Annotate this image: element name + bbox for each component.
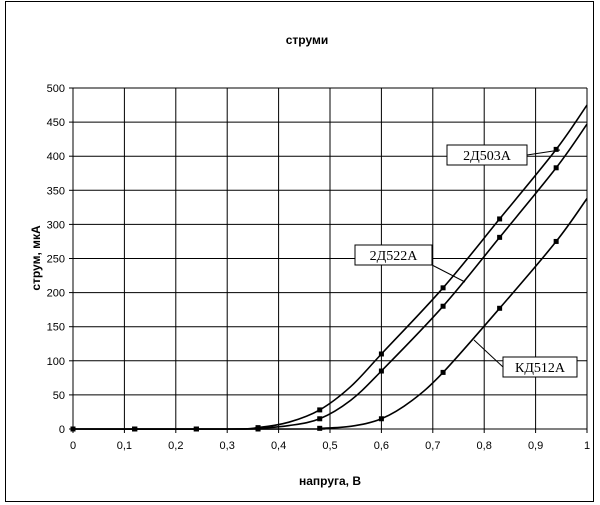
x-tick-label: 0,6 — [374, 440, 389, 452]
series-2 — [70, 123, 588, 432]
y-tick-label: 450 — [47, 117, 65, 129]
data-point — [317, 416, 323, 422]
leader-line — [473, 339, 504, 368]
x-tick-label: 0,2 — [168, 440, 183, 452]
label-box — [446, 144, 528, 166]
data-point — [440, 303, 446, 309]
data-point — [553, 165, 559, 171]
label-box — [354, 244, 433, 266]
chart-title: струми — [286, 33, 329, 47]
x-tick-label: 0,1 — [117, 440, 132, 452]
x-tick-label: 0,3 — [220, 440, 235, 452]
data-point — [440, 285, 446, 291]
data-point — [553, 238, 559, 244]
x-tick-label: 0,8 — [477, 440, 492, 452]
data-point — [553, 146, 559, 152]
x-tick-label: 0,5 — [322, 440, 337, 452]
y-tick-label: 200 — [47, 288, 65, 300]
data-point — [132, 426, 138, 432]
series-label-3: КД512А — [473, 339, 578, 378]
label-text: КД512А — [515, 361, 566, 376]
data-point — [497, 216, 503, 222]
y-tick-label: 250 — [47, 254, 65, 266]
leader-line — [431, 264, 466, 283]
grid — [69, 87, 588, 433]
y-tick-label: 500 — [47, 83, 65, 95]
x-tick-label: 0,7 — [425, 440, 440, 452]
series-labels: 2Д503А 2Д522А КД512А — [354, 144, 578, 378]
y-tick-label: 150 — [47, 322, 65, 334]
data-point — [378, 416, 384, 422]
data-point — [255, 426, 261, 432]
data-point — [193, 426, 199, 432]
y-tick-label: 350 — [47, 185, 65, 197]
data-point — [497, 305, 503, 311]
data-point — [317, 407, 323, 413]
series-line — [72, 198, 588, 430]
data-point — [70, 426, 76, 432]
data-point — [378, 351, 384, 357]
y-tick-label: 400 — [47, 151, 65, 163]
series-3 — [70, 198, 588, 432]
x-tick-label: 0,9 — [528, 440, 543, 452]
y-tick-label: 0 — [59, 424, 65, 436]
series-label-2: 2Д522А — [354, 244, 466, 283]
y-tick-label: 50 — [53, 390, 65, 402]
series-label-1: 2Д503А — [446, 144, 561, 166]
y-tick-label: 100 — [47, 356, 65, 368]
label-text: 2Д503А — [463, 149, 512, 164]
x-tick-label: 0,4 — [271, 440, 286, 452]
data-point — [497, 234, 503, 240]
y-axis-label: струм, мкА — [29, 225, 43, 291]
label-text: 2Д522А — [370, 249, 419, 264]
leader-line — [526, 149, 561, 156]
x-tick-label: 0 — [70, 440, 76, 452]
tick-labels: 0 0,1 0,2 0,3 0,4 0,5 0,6 0,7 0,8 0,9 1 0 50 100 150 20… — [47, 83, 590, 452]
label-box — [502, 356, 578, 378]
data-point — [440, 369, 446, 375]
x-axis-label: напруга, В — [299, 474, 361, 488]
series-layer — [70, 104, 588, 432]
data-point — [378, 368, 384, 374]
x-tick-label: 1 — [584, 440, 590, 452]
data-point — [317, 425, 323, 431]
y-tick-label: 300 — [47, 219, 65, 231]
